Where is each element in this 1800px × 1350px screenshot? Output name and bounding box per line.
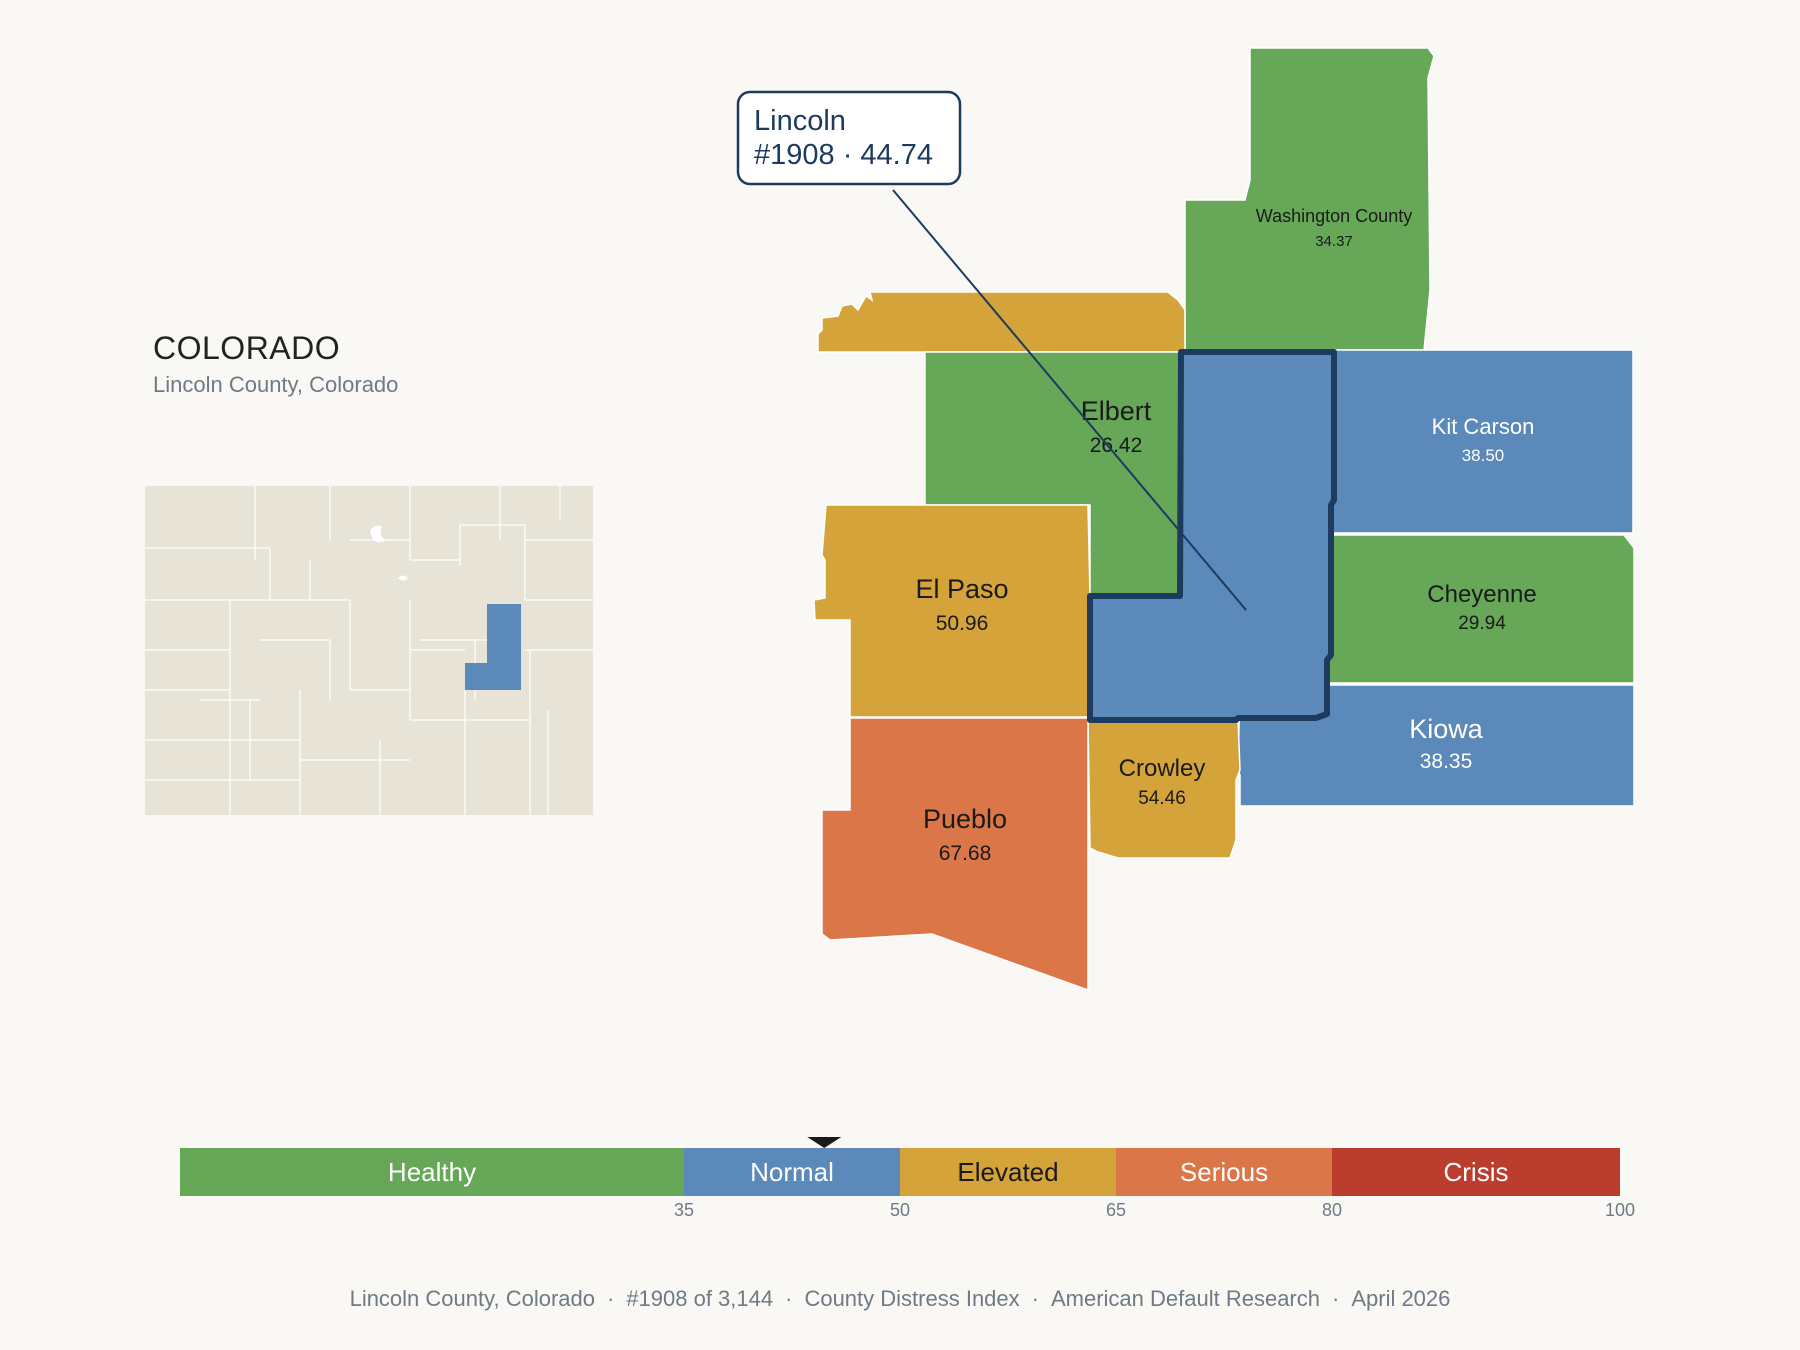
county-lincoln-highlight[interactable]: [1087, 349, 1337, 723]
county-label-value: 54.46: [1138, 788, 1186, 809]
county-label-name: Pueblo: [923, 804, 1007, 834]
lincoln-callout: Lincoln #1908 · 44.74: [736, 90, 1247, 611]
legend-value-marker: [807, 1137, 842, 1148]
county-label-value: 50.96: [936, 612, 989, 635]
county-pueblo[interactable]: [821, 717, 1089, 992]
callout-county-name: Lincoln: [754, 105, 846, 137]
county-label-name: Crowley: [1119, 755, 1206, 782]
footer-location: Lincoln County, Colorado: [349, 1286, 595, 1311]
callout-rank-value: #1908 · 44.74: [754, 139, 933, 171]
county-label-name: Elbert: [1081, 396, 1152, 426]
county-label-name: Washington County: [1256, 206, 1412, 226]
county-label-value: 67.68: [939, 842, 992, 865]
county-adams-unlabeled[interactable]: [817, 291, 1186, 353]
legend-band-healthy: [180, 1148, 684, 1196]
callout-box: [736, 90, 962, 186]
legend-label-serious: Serious: [1180, 1157, 1268, 1187]
county-kit-carson[interactable]: [1331, 349, 1634, 534]
inset-lincoln-highlight: [465, 604, 521, 690]
legend-band-serious: [1116, 1148, 1332, 1196]
county-crowley[interactable]: [1087, 717, 1241, 859]
footer-date: April 2026: [1351, 1286, 1451, 1311]
county-el-paso[interactable]: [813, 504, 1091, 718]
county-map: [813, 47, 1635, 992]
legend-tick: 100: [1605, 1200, 1635, 1220]
legend-scale: Healthy Normal Elevated Serious Crisis 3…: [180, 1137, 1635, 1220]
legend-tick: 35: [674, 1200, 694, 1220]
legend-label-healthy: Healthy: [388, 1157, 476, 1187]
legend-label-elevated: Elevated: [957, 1157, 1058, 1187]
legend-label-crisis: Crisis: [1444, 1157, 1509, 1187]
legend-band-crisis: [1332, 1148, 1620, 1196]
county-label-name: Kiowa: [1409, 714, 1484, 744]
county-label-name: Cheyenne: [1427, 581, 1536, 608]
county-label-value: 38.35: [1420, 750, 1473, 773]
county-washington[interactable]: [1184, 47, 1435, 351]
callout-leader-line: [892, 189, 1247, 611]
footer: Lincoln County, Colorado · #1908 of 3,144 ·…: [349, 1286, 1451, 1311]
county-label-value: 38.50: [1462, 446, 1505, 465]
county-label-value: 34.37: [1315, 233, 1353, 250]
footer-index: County Distress Index: [804, 1286, 1020, 1311]
county-label-value: 26.42: [1090, 434, 1143, 457]
legend-label-normal: Normal: [750, 1157, 834, 1187]
footer-rank: #1908 of 3,144: [626, 1286, 774, 1311]
county-label-name: Kit Carson: [1432, 414, 1535, 439]
county-subtitle: Lincoln County, Colorado: [153, 372, 399, 397]
state-title: COLORADO: [153, 330, 341, 366]
footer-source: American Default Research: [1050, 1286, 1320, 1311]
legend-tick: 50: [890, 1200, 910, 1220]
state-inset-map: [145, 486, 593, 815]
legend-tick: 65: [1106, 1200, 1126, 1220]
county-label-name: El Paso: [915, 574, 1008, 604]
legend-tick: 80: [1322, 1200, 1342, 1220]
legend-band-normal: [684, 1148, 900, 1196]
county-cheyenne[interactable]: [1327, 534, 1635, 684]
county-label-value: 29.94: [1458, 613, 1506, 634]
county-labels: Washington County 34.37 Elbert 26.42 Kit…: [915, 206, 1536, 865]
legend-band-elevated: [900, 1148, 1116, 1196]
